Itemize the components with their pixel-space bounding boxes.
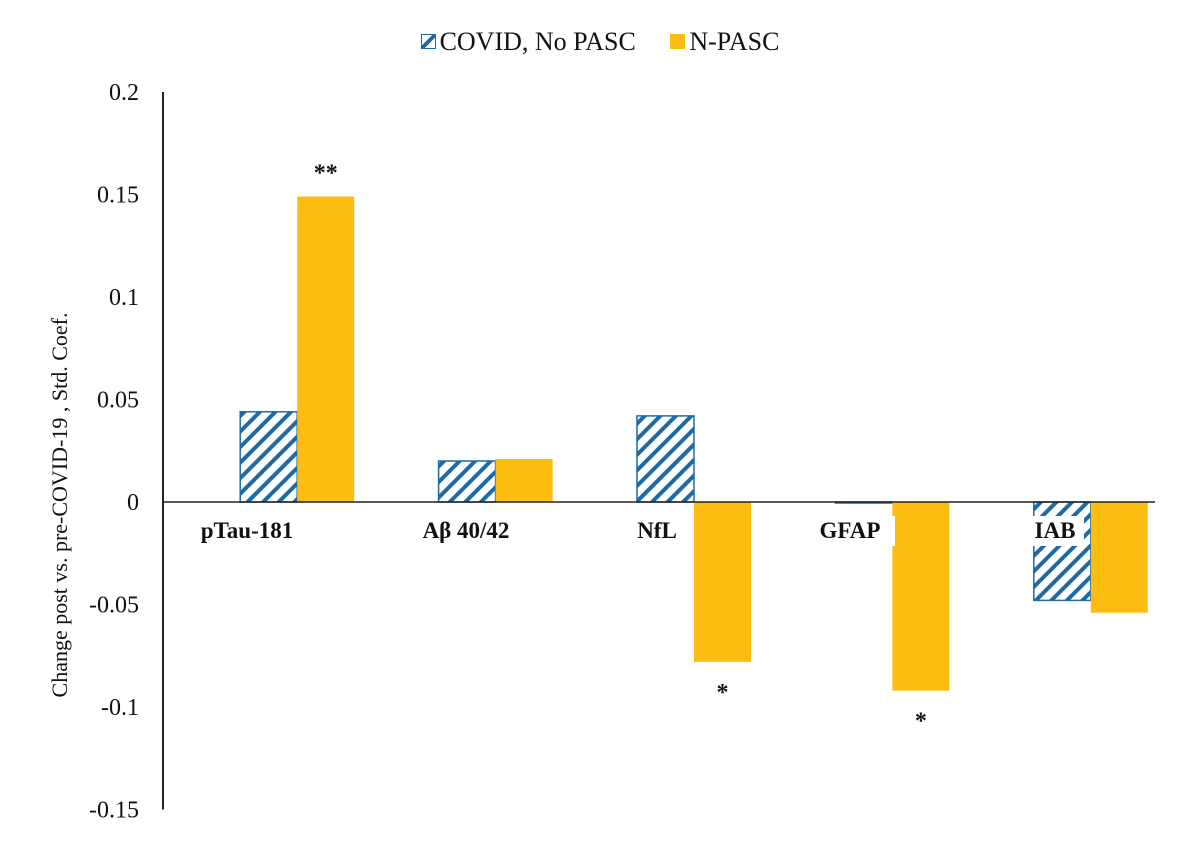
- category-label: pTau-181: [201, 518, 293, 543]
- y-axis-ticks: 0.2 0.15 0.1 0.05 0 -0.05 -0.1 -0.15: [89, 80, 139, 824]
- category-label: NfL: [637, 518, 677, 543]
- bars: [239, 196, 1148, 691]
- legend-label: N-PASC: [689, 26, 780, 56]
- chart-legend: COVID, No PASC N-PASC: [0, 26, 1200, 57]
- legend-item-n-pasc: N-PASC: [670, 27, 779, 57]
- hatched-swatch-icon: [420, 34, 436, 49]
- label-background: [805, 516, 895, 546]
- y-tick-label: 0.15: [97, 183, 139, 209]
- category-label: GFAP: [820, 518, 881, 543]
- y-tick-label: 0.05: [97, 388, 139, 414]
- significance-marker: **: [314, 161, 338, 187]
- bar-n-pasc: [297, 196, 355, 503]
- category-labels: pTau-181 Aβ 40/42 NfL GFAP IAB: [201, 516, 1084, 546]
- y-tick-label: 0: [127, 490, 139, 516]
- legend-label: COVID, No PASC: [439, 26, 636, 56]
- y-tick-label: -0.1: [101, 695, 139, 721]
- solid-swatch-icon: [670, 34, 686, 49]
- y-tick-label: 0.2: [109, 80, 139, 106]
- bar-n-pasc: [1090, 502, 1148, 613]
- bar-covid-no-pasc: [636, 415, 695, 503]
- label-background: [1026, 516, 1084, 546]
- significance-markers: ****: [314, 161, 927, 735]
- bar-n-pasc: [892, 502, 950, 691]
- legend-item-covid-no-pasc: COVID, No PASC: [420, 26, 636, 57]
- significance-marker: *: [717, 680, 729, 706]
- category-label: Aβ 40/42: [423, 518, 510, 543]
- y-tick-label: -0.05: [89, 593, 139, 619]
- bar-covid-no-pasc: [239, 411, 298, 503]
- bar-n-pasc: [694, 502, 751, 662]
- y-tick-label: -0.15: [89, 798, 139, 824]
- y-tick-label: 0.1: [109, 285, 139, 311]
- bar-n-pasc: [495, 458, 553, 502]
- category-label: IAB: [1035, 518, 1076, 543]
- significance-marker: *: [915, 709, 927, 735]
- bar-covid-no-pasc: [437, 460, 497, 503]
